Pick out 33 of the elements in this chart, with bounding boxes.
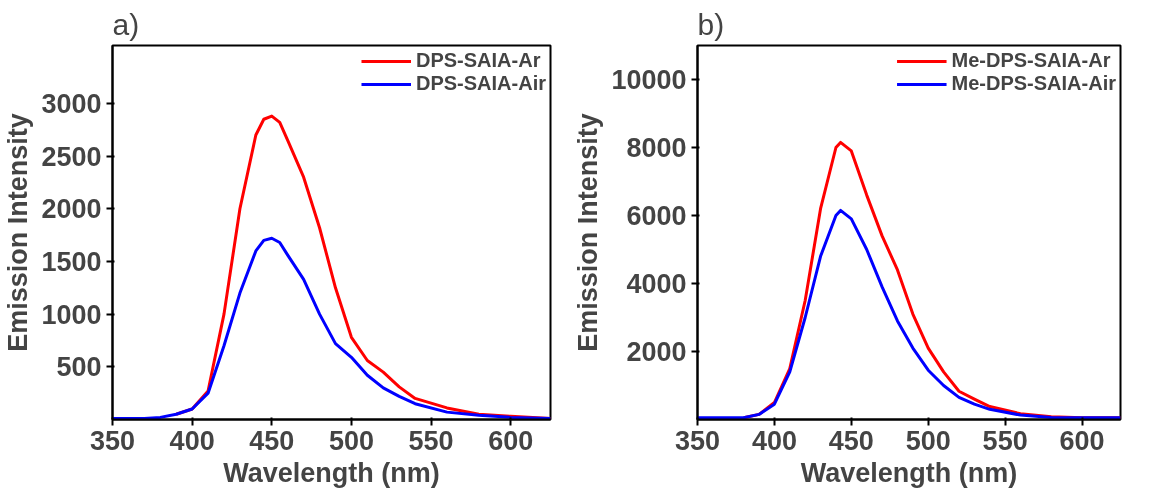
- x-axis-title: Wavelength (nm): [800, 457, 1018, 488]
- x-tick-label: 500: [328, 425, 374, 456]
- x-tick-label: 450: [828, 425, 874, 456]
- y-tick-label: 1000: [41, 299, 102, 330]
- y-axis-title: Emission Intensity: [3, 113, 34, 352]
- legend-label: DPS-SAIA-Ar: [415, 49, 541, 72]
- y-tick-label: 10000: [611, 65, 687, 95]
- y-tick-label: 3000: [41, 88, 102, 119]
- y-tick-label: 4000: [626, 269, 687, 299]
- y-tick-label: 8000: [626, 133, 687, 163]
- legend-label: Me-DPS-SAIA-Air: [951, 72, 1116, 95]
- y-tick-label: 2500: [41, 141, 102, 172]
- legend-label: Me-DPS-SAIA-Ar: [951, 49, 1111, 72]
- x-tick-label: 400: [169, 425, 215, 456]
- chart-title: a): [112, 7, 140, 41]
- x-tick-label: 550: [982, 425, 1028, 456]
- x-tick-label: 350: [674, 425, 721, 456]
- x-tick-label: 600: [1059, 425, 1105, 456]
- y-tick-label: 6000: [626, 201, 687, 231]
- x-tick-label: 600: [488, 425, 534, 456]
- x-tick-label: 350: [89, 425, 136, 456]
- y-tick-label: 1500: [41, 246, 102, 277]
- y-tick-label: 500: [56, 352, 102, 383]
- chart-title: b): [697, 7, 725, 41]
- x-tick-label: 500: [905, 425, 951, 456]
- legend-label: DPS-SAIA-Air: [415, 72, 546, 95]
- y-tick-label: 2000: [626, 337, 687, 367]
- x-tick-label: 550: [408, 425, 454, 456]
- x-tick-label: 450: [249, 425, 295, 456]
- y-axis-title: Emission Intensity: [573, 113, 604, 352]
- x-axis-title: Wavelength (nm): [223, 457, 440, 488]
- y-tick-label: 2000: [41, 194, 102, 225]
- x-tick-label: 400: [751, 425, 797, 456]
